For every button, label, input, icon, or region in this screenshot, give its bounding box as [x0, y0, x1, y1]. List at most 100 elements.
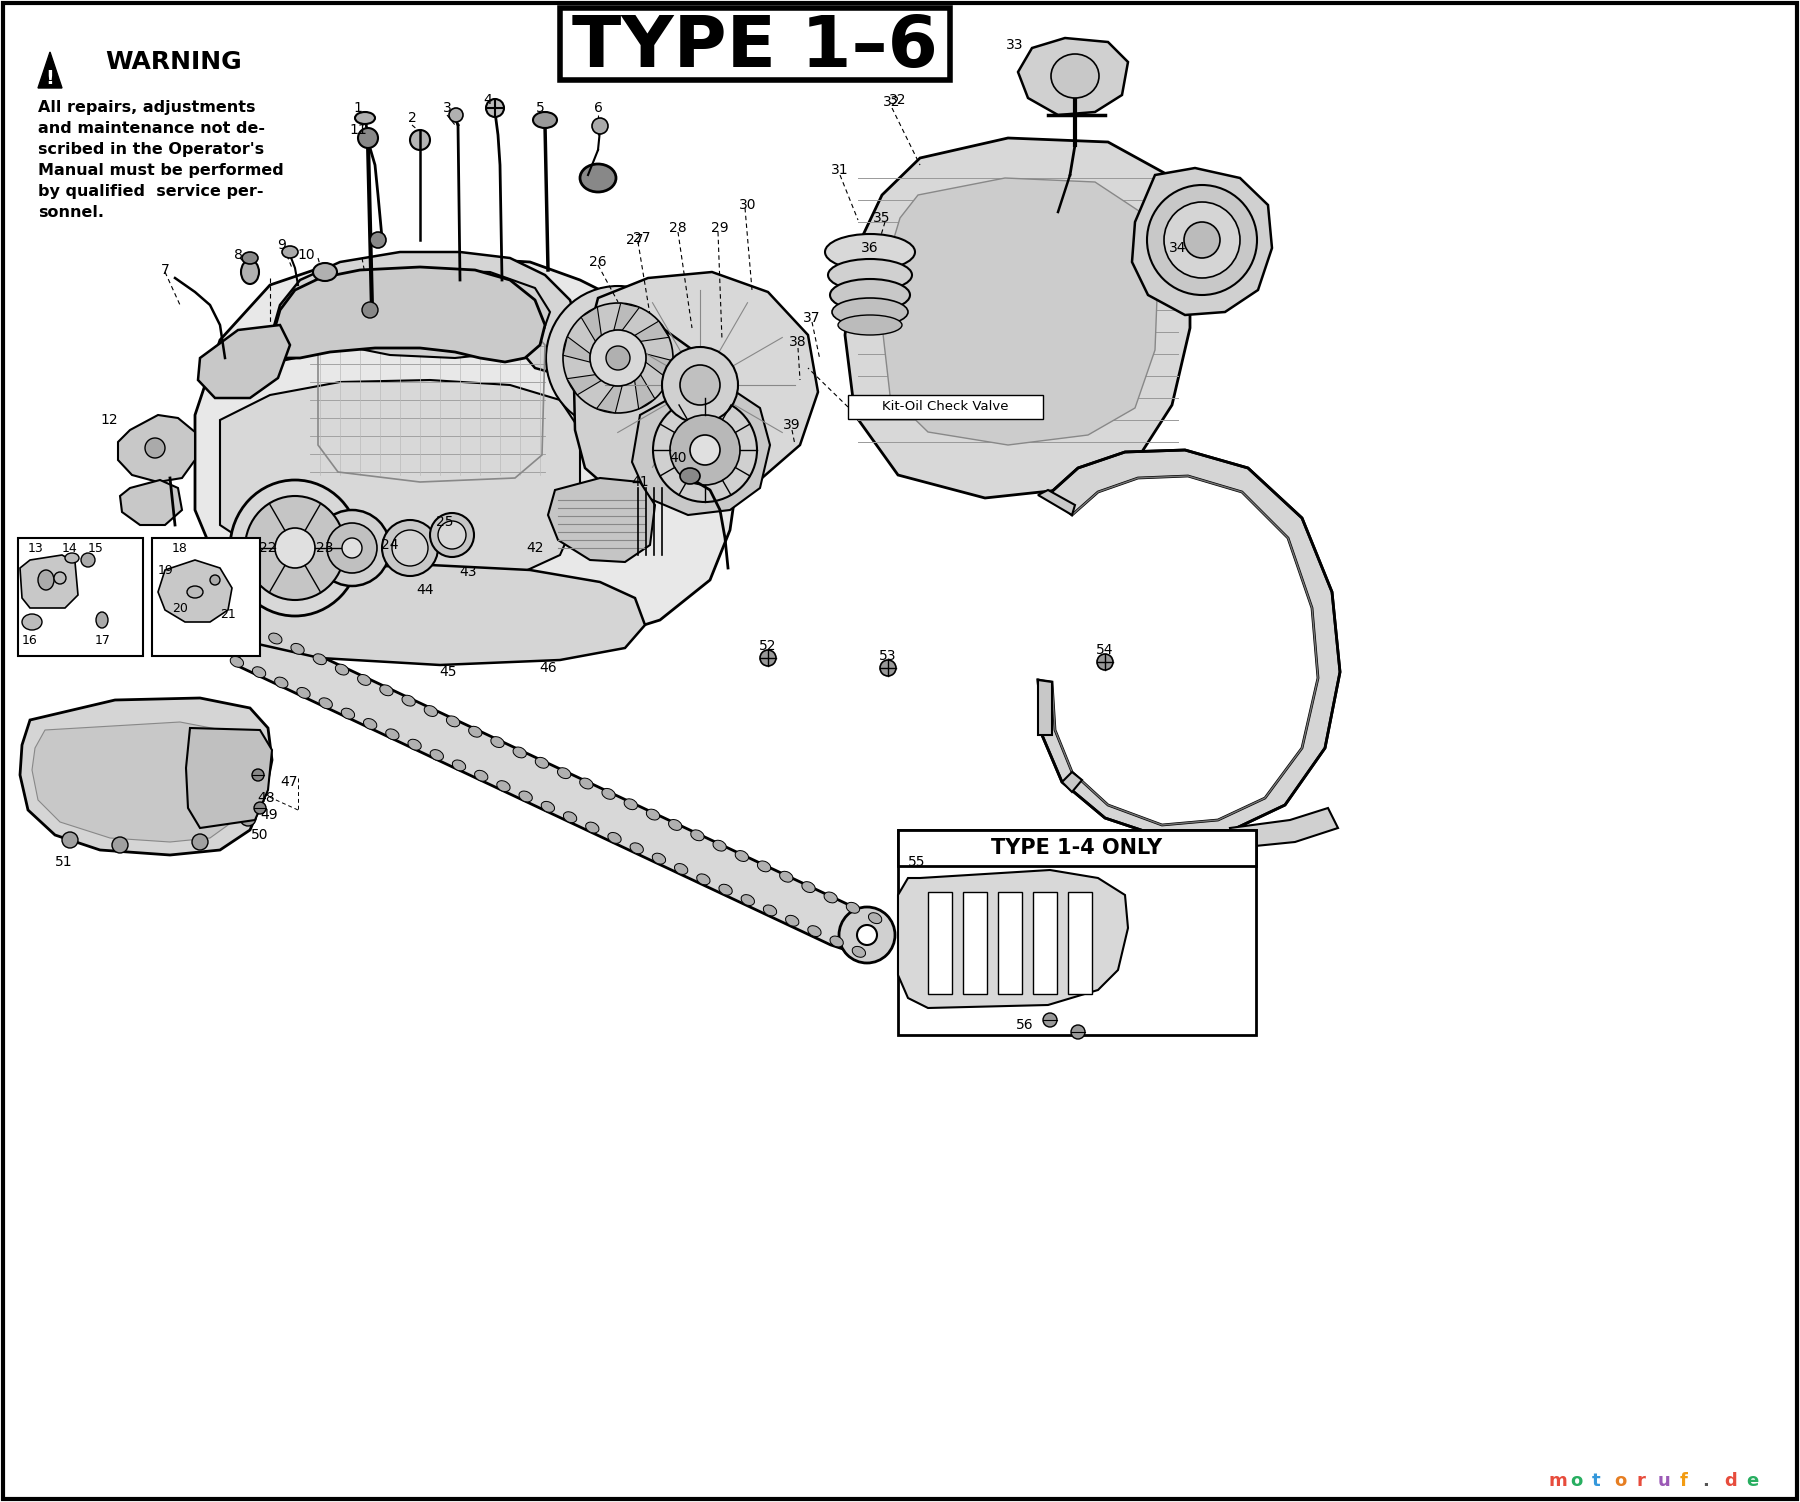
Text: 35: 35 — [873, 210, 891, 225]
Ellipse shape — [358, 128, 378, 149]
Ellipse shape — [335, 664, 349, 674]
Text: !: ! — [45, 69, 54, 87]
Ellipse shape — [313, 653, 326, 665]
Text: 54: 54 — [1096, 643, 1114, 656]
Text: .: . — [1703, 1472, 1708, 1490]
Ellipse shape — [601, 789, 616, 799]
Ellipse shape — [680, 365, 720, 406]
Text: 26: 26 — [589, 255, 607, 269]
Ellipse shape — [625, 799, 637, 810]
Polygon shape — [547, 478, 655, 562]
Text: 2: 2 — [407, 111, 416, 125]
Text: 25: 25 — [436, 515, 454, 529]
Ellipse shape — [241, 260, 259, 284]
Polygon shape — [32, 722, 256, 843]
Polygon shape — [218, 565, 644, 665]
Ellipse shape — [364, 718, 376, 730]
Ellipse shape — [680, 469, 700, 484]
Ellipse shape — [437, 521, 466, 550]
Text: WARNING: WARNING — [104, 50, 241, 74]
Ellipse shape — [832, 297, 907, 326]
Polygon shape — [1039, 490, 1075, 515]
Ellipse shape — [1071, 1024, 1085, 1039]
Ellipse shape — [1042, 1012, 1057, 1027]
Ellipse shape — [646, 810, 659, 820]
Text: 32: 32 — [884, 95, 900, 110]
Text: 6: 6 — [594, 101, 603, 116]
Ellipse shape — [1096, 653, 1112, 670]
Ellipse shape — [448, 108, 463, 122]
Polygon shape — [581, 306, 601, 341]
Text: 4: 4 — [484, 93, 493, 107]
Ellipse shape — [81, 553, 95, 566]
Ellipse shape — [779, 871, 794, 882]
Bar — [1067, 892, 1093, 994]
Text: t: t — [1591, 1472, 1600, 1490]
Ellipse shape — [1184, 222, 1220, 258]
Polygon shape — [1132, 168, 1273, 315]
Ellipse shape — [430, 514, 473, 557]
Ellipse shape — [342, 538, 362, 559]
Ellipse shape — [292, 643, 304, 655]
Ellipse shape — [425, 706, 437, 716]
Ellipse shape — [193, 834, 209, 850]
Ellipse shape — [808, 925, 821, 937]
Text: 42: 42 — [526, 541, 544, 556]
Bar — [898, 831, 1256, 867]
Ellipse shape — [342, 707, 355, 719]
Polygon shape — [574, 330, 695, 490]
Text: 51: 51 — [56, 855, 72, 870]
Ellipse shape — [468, 727, 482, 737]
Polygon shape — [185, 728, 272, 828]
Text: Kit-Oil Check Valve: Kit-Oil Check Valve — [882, 401, 1008, 413]
Ellipse shape — [1051, 54, 1100, 98]
Ellipse shape — [662, 347, 738, 424]
Polygon shape — [581, 272, 817, 493]
Ellipse shape — [607, 345, 630, 369]
Text: 29: 29 — [711, 221, 729, 234]
Text: 21: 21 — [220, 608, 236, 622]
Bar — [898, 831, 1256, 1035]
Polygon shape — [898, 870, 1129, 1008]
Polygon shape — [646, 354, 673, 380]
Text: 27: 27 — [634, 231, 652, 245]
Ellipse shape — [392, 530, 428, 566]
Ellipse shape — [563, 303, 673, 413]
Bar — [848, 395, 1042, 419]
Polygon shape — [38, 53, 61, 89]
Ellipse shape — [61, 832, 77, 849]
Ellipse shape — [1165, 201, 1240, 278]
Ellipse shape — [760, 650, 776, 665]
Text: 43: 43 — [459, 565, 477, 578]
Text: 20: 20 — [173, 601, 187, 614]
Ellipse shape — [38, 569, 54, 590]
Ellipse shape — [446, 716, 459, 727]
Text: 8: 8 — [234, 248, 243, 261]
Ellipse shape — [283, 246, 299, 258]
Text: 13: 13 — [29, 542, 43, 554]
Ellipse shape — [592, 119, 608, 134]
Ellipse shape — [497, 781, 509, 792]
Bar — [18, 538, 142, 656]
Polygon shape — [563, 336, 590, 362]
Polygon shape — [270, 252, 580, 376]
Ellipse shape — [230, 481, 360, 616]
Ellipse shape — [828, 258, 913, 291]
Ellipse shape — [563, 811, 576, 823]
Ellipse shape — [558, 768, 571, 778]
Ellipse shape — [670, 415, 740, 485]
Polygon shape — [1039, 451, 1339, 838]
Ellipse shape — [65, 553, 79, 563]
Text: 10: 10 — [297, 248, 315, 261]
Ellipse shape — [297, 688, 310, 698]
Ellipse shape — [313, 263, 337, 281]
Ellipse shape — [355, 113, 374, 125]
Text: 34: 34 — [1170, 240, 1186, 255]
Ellipse shape — [839, 907, 895, 963]
Ellipse shape — [252, 769, 265, 781]
Ellipse shape — [452, 760, 466, 771]
Ellipse shape — [533, 113, 556, 128]
Polygon shape — [1229, 808, 1337, 849]
Text: 55: 55 — [907, 855, 925, 870]
Text: 22: 22 — [259, 541, 277, 556]
